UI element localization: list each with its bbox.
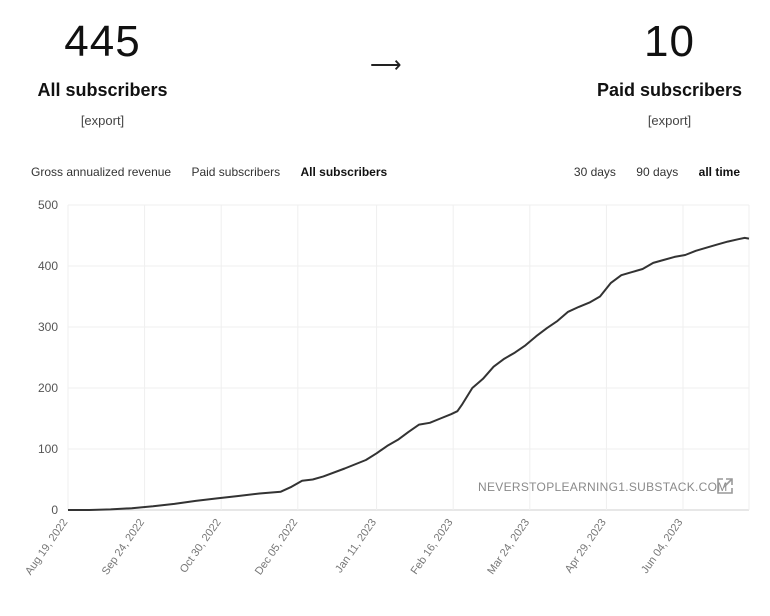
y-tick-label: 100	[38, 442, 58, 456]
watermark-text: NEVERSTOPLEARNING1.SUBSTACK.COM	[478, 480, 728, 494]
tab-90-days[interactable]: 90 days	[636, 165, 679, 179]
series-line	[68, 236, 750, 511]
x-tick-label: Feb 16, 2023	[409, 517, 456, 577]
y-tick-label: 300	[38, 320, 58, 334]
x-tick-label: Jan 11, 2023	[333, 517, 379, 575]
tab-30-days[interactable]: 30 days	[573, 165, 616, 179]
paid-subscribers-label: Paid subscribers	[596, 80, 743, 100]
y-tick-label: 0	[51, 503, 58, 517]
x-tick-label: Oct 30, 2022	[178, 517, 224, 575]
x-tick-label: Apr 29, 2023	[563, 517, 609, 575]
all-subscribers-stat: 445 All subscribers [export]	[30, 17, 175, 129]
range-tabs: 30 days 90 days all time	[557, 165, 740, 179]
tab-paid-subscribers[interactable]: Paid subscribers	[191, 165, 281, 179]
arrow-right-icon: ⟶	[370, 52, 402, 77]
subscribers-line-chart: 0 100 200 300 400 500 Aug 19, 2022 Sep 24, 2022…	[23, 198, 750, 577]
paid-subscribers-stat: 10 Paid subscribers [export]	[592, 17, 747, 129]
all-subscribers-label: All subscribers	[37, 80, 168, 100]
y-tick-label: 500	[38, 198, 58, 212]
tab-all-subscribers[interactable]: All subscribers	[300, 165, 388, 179]
y-tick-label: 200	[38, 381, 58, 395]
external-link-icon[interactable]	[715, 476, 735, 496]
x-tick-label: Dec 05, 2022	[253, 517, 300, 577]
paid-subscribers-count: 10	[644, 17, 695, 66]
all-subscribers-export-link[interactable]: [export]	[80, 113, 125, 128]
paid-subscribers-export-link[interactable]: [export]	[647, 113, 692, 128]
tab-gross-annualized-revenue[interactable]: Gross annualized revenue	[31, 165, 172, 179]
tab-all-time[interactable]: all time	[698, 165, 740, 179]
y-tick-label: 400	[38, 259, 58, 273]
x-tick-label: Jun 04, 2023	[639, 517, 685, 576]
all-subscribers-count: 445	[64, 17, 141, 66]
x-tick-label: Mar 24, 2023	[485, 517, 532, 577]
x-tick-label: Sep 24, 2022	[100, 517, 147, 577]
x-tick-label: Aug 19, 2022	[23, 517, 70, 577]
metric-tabs: Gross annualized revenue Paid subscriber…	[31, 165, 404, 179]
